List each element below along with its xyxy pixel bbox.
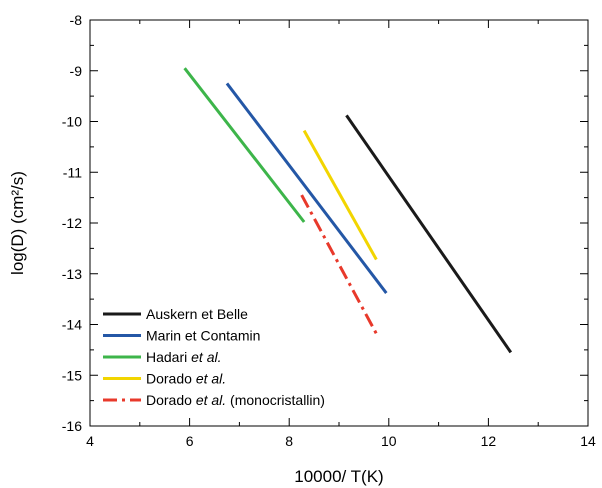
x-tick-label: 4: [86, 433, 94, 449]
x-tick-label: 6: [186, 433, 194, 449]
y-tick-label: -9: [70, 63, 83, 79]
y-tick-label: -14: [62, 317, 82, 333]
y-tick-label: -13: [62, 266, 82, 282]
legend-label-3: Hadari et al.: [146, 349, 222, 365]
y-tick-label: -12: [62, 215, 82, 231]
legend-label-5: Dorado et al. (monocristallin): [146, 392, 325, 408]
y-tick-label: -16: [62, 418, 82, 434]
x-tick-label: 10: [381, 433, 397, 449]
series-line-3: [183, 67, 306, 223]
x-tick-label: 14: [580, 433, 596, 449]
legend-label-2: Marin et Contamin: [146, 328, 260, 344]
major-ticks: [89, 19, 589, 427]
minor-ticks: [90, 20, 588, 426]
x-axis-label: 10000/ T(K): [294, 467, 383, 486]
series-line-1: [345, 114, 513, 354]
plot-frame: [89, 19, 589, 427]
legend: Auskern et Belle Marin et Contamin Hadari …: [103, 306, 325, 408]
y-tick-label: -11: [63, 164, 82, 180]
y-axis-label: log(D) (cm²/s): [8, 171, 27, 275]
series-line-4: [302, 129, 378, 261]
x-tick-label: 8: [285, 433, 293, 449]
y-tick-label: -8: [70, 12, 83, 28]
tick-labels: 4 6 8 10 12 14 -16 -15 -14 -13 -12 -11 -10 -9 -8: [62, 12, 596, 449]
series-line-2: [225, 82, 388, 294]
x-tick-label: 12: [481, 433, 497, 449]
y-tick-label: -10: [62, 114, 82, 130]
legend-label-4: Dorado et al.: [146, 371, 226, 387]
series-layer: [183, 67, 513, 354]
legend-label-1: Auskern et Belle: [146, 306, 248, 322]
y-tick-label: -15: [62, 367, 82, 383]
